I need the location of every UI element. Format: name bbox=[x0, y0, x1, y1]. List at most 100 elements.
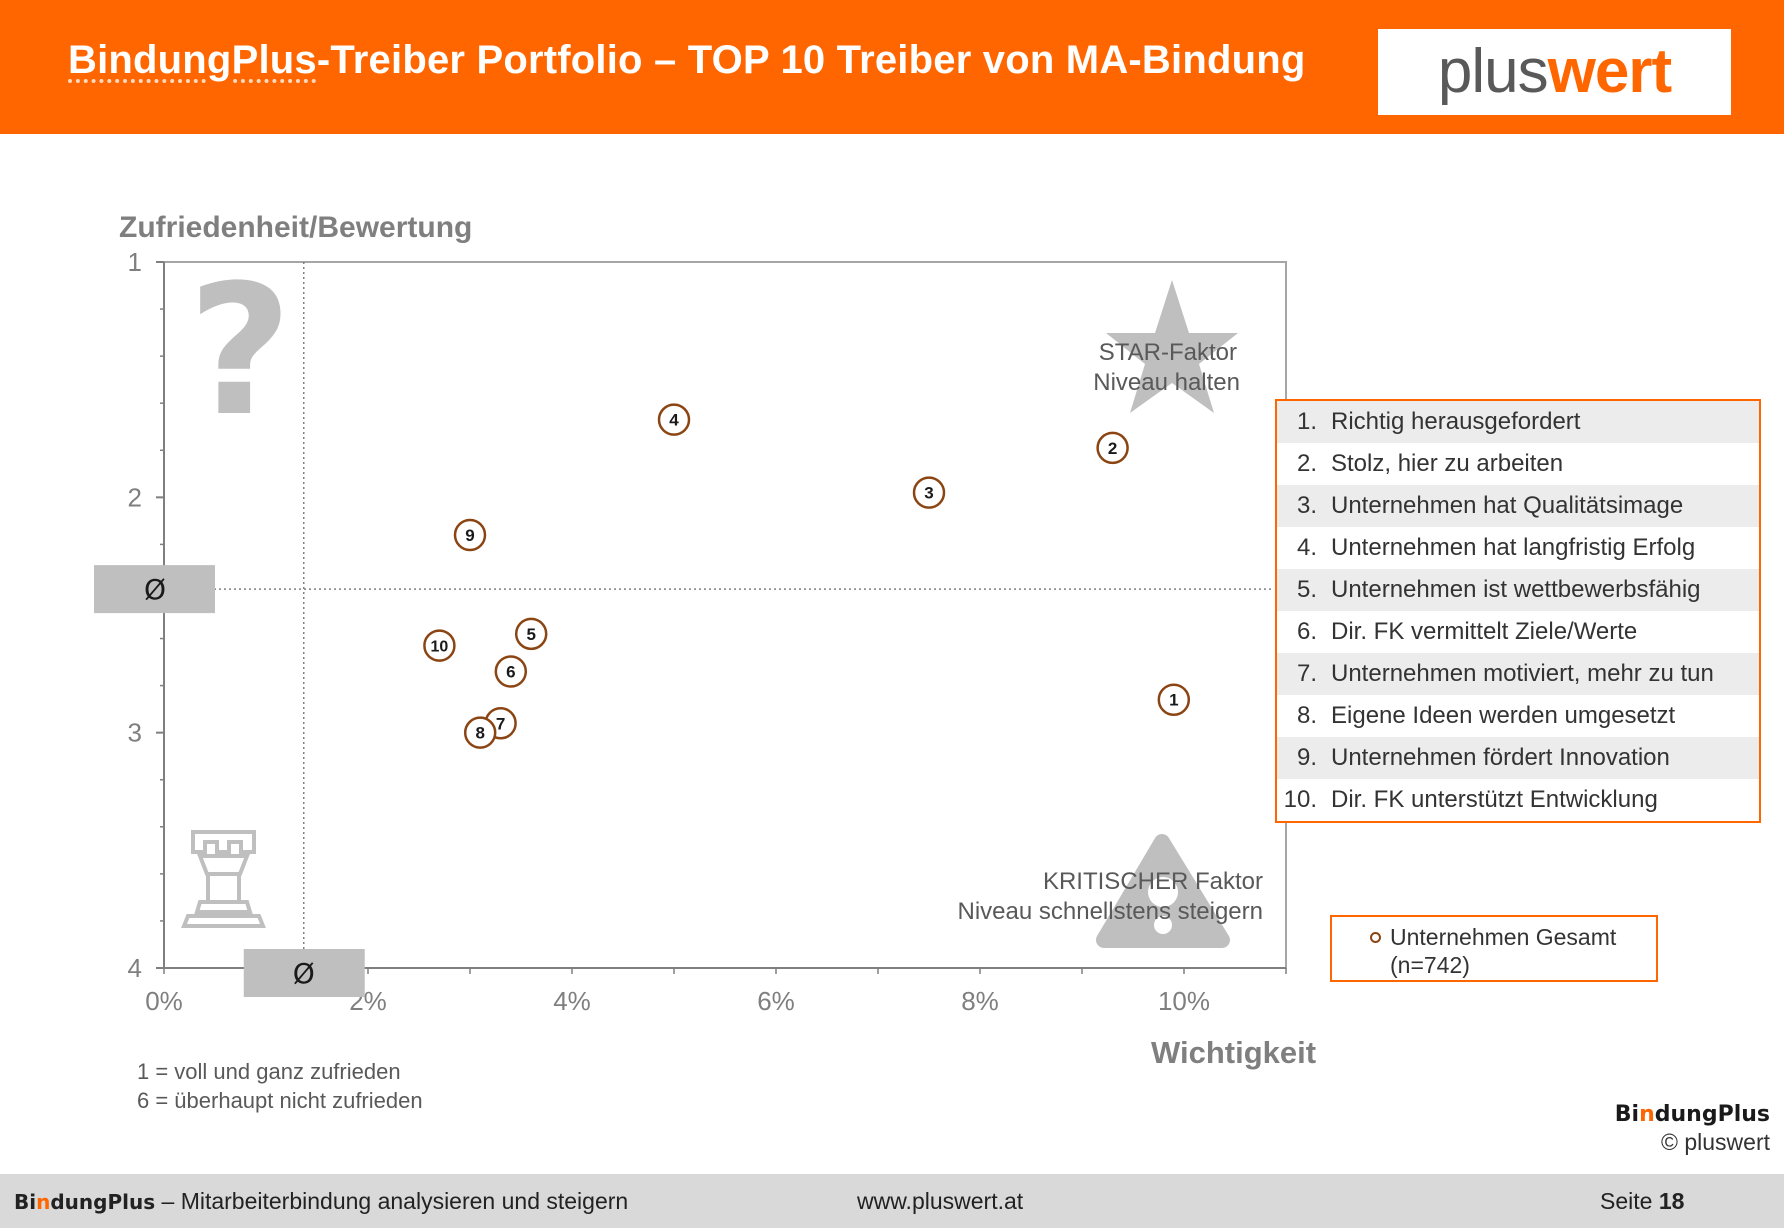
x-tick-label: 10% bbox=[1158, 986, 1210, 1016]
footer-tagline-text: – Mitarbeiterbindung analysieren und ste… bbox=[155, 1188, 629, 1214]
legend-item: 3. Unternehmen hat Qualitätsimage bbox=[1277, 485, 1759, 527]
data-point-2: 2 bbox=[1096, 431, 1129, 465]
y-tick-label: 1 bbox=[128, 247, 142, 277]
legend-item-text: Unternehmen ist wettbewerbsfähig bbox=[1331, 576, 1701, 603]
title-rest: -Treiber Portfolio – TOP 10 Treiber von … bbox=[316, 38, 1306, 82]
data-point-9: 9 bbox=[453, 518, 487, 552]
legend-item: 9. Unternehmen fördert Innovation bbox=[1277, 737, 1759, 779]
point-marker bbox=[1157, 683, 1191, 716]
data-point-8: 8 bbox=[463, 716, 497, 749]
question-mark-icon: ? bbox=[188, 247, 292, 456]
avg-y-symbol: Ø bbox=[144, 573, 166, 606]
y-tick-label: 2 bbox=[128, 482, 142, 512]
legend-item-number: 8. bbox=[1296, 702, 1317, 729]
legend-item-text: Stolz, hier zu arbeiten bbox=[1331, 450, 1564, 477]
critical-label-line1: KRITISCHER Faktor bbox=[1043, 868, 1263, 895]
point-marker bbox=[494, 655, 528, 688]
logo-wert-text: wert bbox=[1547, 37, 1672, 106]
scale-notes: 1 = voll und ganz zufrieden 6 = überhaup… bbox=[137, 1057, 423, 1115]
legend-item: 2. Stolz, hier zu arbeiten bbox=[1277, 443, 1759, 485]
bindungplus-logo: BindungPlus bbox=[1614, 1102, 1770, 1127]
x-tick-label: 8% bbox=[961, 986, 999, 1016]
legend-item: 5. Unternehmen ist wettbewerbsfähig bbox=[1277, 569, 1759, 611]
pluswert-logo: pluswert bbox=[1378, 29, 1731, 115]
driver-legend: 1. Richtig herausgefordert 2. Stolz, hier z… bbox=[1275, 399, 1761, 823]
footer-website-link[interactable]: www.pluswert.at bbox=[857, 1188, 1024, 1214]
x-tick-label: 0% bbox=[145, 986, 183, 1016]
header-bar: BindungPlus-Treiber Portfolio – TOP 10 T… bbox=[0, 0, 1784, 134]
point-label: 6 bbox=[506, 662, 515, 681]
point-marker bbox=[423, 629, 456, 662]
point-label: 5 bbox=[526, 625, 535, 644]
data-point-4: 4 bbox=[657, 403, 691, 436]
rook-icon bbox=[181, 830, 266, 928]
legend-item: 10. Dir. FK unterstützt Entwicklung bbox=[1277, 779, 1759, 821]
legend-item: 8. Eigene Ideen werden umgesetzt bbox=[1277, 695, 1759, 737]
point-label: 10 bbox=[431, 639, 449, 656]
plot-frame bbox=[163, 261, 1287, 969]
page-number: Seite 18 bbox=[1600, 1188, 1685, 1214]
series-sample-size: (n=742) bbox=[1390, 952, 1470, 978]
data-point-1: 1 bbox=[1157, 683, 1191, 716]
logo-plus-text: plus bbox=[1437, 37, 1549, 106]
star-icon bbox=[1106, 280, 1238, 413]
footer-brand-logo: BindungPlus bbox=[14, 1190, 156, 1214]
legend-item: 4. Unternehmen hat langfristig Erfolg bbox=[1277, 527, 1759, 569]
avg-y-box bbox=[94, 565, 215, 614]
x-tick-label: 6% bbox=[757, 986, 795, 1016]
y-axis-title: Zufriedenheit/Bewertung bbox=[119, 211, 472, 244]
point-marker bbox=[514, 617, 548, 651]
point-label: 8 bbox=[475, 724, 484, 743]
series-legend: Unternehmen Gesamt (n=742) bbox=[1330, 915, 1658, 982]
point-marker bbox=[463, 716, 497, 749]
point-marker bbox=[657, 403, 691, 436]
legend-item-text: Unternehmen hat langfristig Erfolg bbox=[1331, 534, 1696, 561]
legend-item-text: Richtig herausgefordert bbox=[1331, 408, 1581, 435]
point-label: 3 bbox=[924, 484, 933, 503]
legend-item: 1. Richtig herausgefordert bbox=[1277, 401, 1759, 443]
data-point-3: 3 bbox=[912, 476, 946, 509]
avg-x-box bbox=[243, 949, 365, 997]
legend-item-number: 9. bbox=[1296, 744, 1317, 771]
legend-item-text: Unternehmen fördert Innovation bbox=[1331, 744, 1670, 771]
x-axis-title: Wichtigkeit bbox=[1151, 1035, 1316, 1070]
data-point-5: 5 bbox=[514, 617, 548, 651]
y-tick-label: 4 bbox=[128, 953, 142, 983]
legend-item: 6. Dir. FK vermittelt Ziele/Werte bbox=[1277, 611, 1759, 653]
point-label: 7 bbox=[496, 714, 505, 733]
point-label: 2 bbox=[1108, 439, 1117, 458]
point-marker bbox=[453, 518, 487, 552]
legend-item-text: Dir. FK vermittelt Ziele/Werte bbox=[1331, 618, 1638, 645]
star-label-line2: Niveau halten bbox=[1093, 369, 1240, 396]
data-point-10: 10 bbox=[423, 629, 456, 662]
legend-item-number: 6. bbox=[1296, 618, 1317, 645]
legend-item-text: Dir. FK unterstützt Entwicklung bbox=[1331, 786, 1658, 813]
avg-x-symbol: Ø bbox=[293, 957, 315, 990]
legend-item-number: 4. bbox=[1296, 534, 1317, 561]
y-tick-label: 3 bbox=[128, 718, 142, 748]
point-marker bbox=[912, 476, 946, 509]
legend-item-number: 2. bbox=[1296, 450, 1317, 477]
title-brand-word: BindungPlus bbox=[68, 38, 317, 82]
warning-triangle-icon bbox=[1096, 834, 1230, 948]
scale-note-2: 6 = überhaupt nicht zufrieden bbox=[137, 1088, 423, 1113]
x-tick-label: 4% bbox=[553, 986, 591, 1016]
brand-block: BindungPlus © pluswert bbox=[1615, 1102, 1770, 1156]
scale-note-1: 1 = voll und ganz zufrieden bbox=[137, 1059, 401, 1084]
copyright-text: © pluswert bbox=[1661, 1129, 1770, 1155]
point-label: 1 bbox=[1169, 691, 1178, 710]
legend-item: 7. Unternehmen motiviert, mehr zu tun bbox=[1277, 653, 1759, 695]
point-label: 4 bbox=[669, 411, 679, 430]
page-title: BindungPlus-Treiber Portfolio – TOP 10 T… bbox=[68, 38, 1306, 83]
footer-bar: BindungPlus – Mitarbeiterbindung analysi… bbox=[0, 1174, 1784, 1228]
critical-label-line2: Niveau schnellstens steigern bbox=[958, 898, 1264, 925]
footer-tagline: BindungPlus – Mitarbeiterbindung analysi… bbox=[14, 1188, 628, 1215]
legend-item-text: Eigene Ideen werden umgesetzt bbox=[1331, 702, 1676, 729]
point-marker bbox=[1096, 431, 1129, 465]
legend-item-text: Unternehmen motiviert, mehr zu tun bbox=[1331, 660, 1714, 687]
legend-item-number: 3. bbox=[1296, 492, 1317, 519]
average-lines: ØØ bbox=[94, 262, 1272, 997]
